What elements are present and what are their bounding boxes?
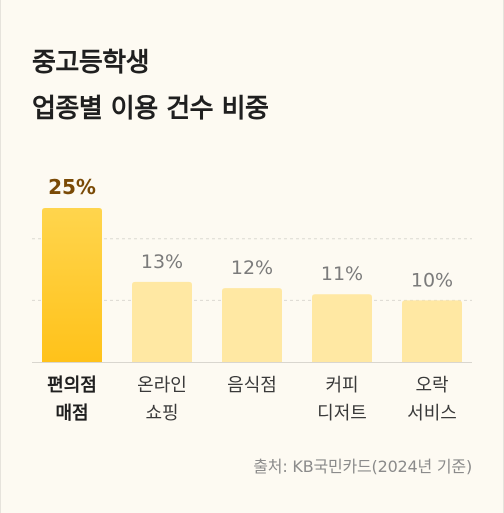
source-note: 출처: KB국민카드(2024년 기준) [253, 457, 472, 476]
value-label-1: 25% [48, 175, 96, 199]
bar-3 [222, 288, 282, 362]
chart-title-line-2: 업종별 이용 건수 비중 [32, 94, 269, 124]
value-label-5: 10% [411, 269, 453, 291]
bar-4 [312, 294, 372, 362]
value-label-2: 13% [141, 251, 183, 273]
bar-5 [402, 300, 462, 362]
category-label-5-line-2: 서비스 [407, 403, 457, 424]
category-label-2-line-2: 쇼핑 [145, 403, 178, 424]
category-label-3-line-1: 음식점 [227, 375, 277, 396]
category-label-5-line-1: 오락 [415, 375, 448, 396]
category-label-1-line-2: 매점 [55, 403, 88, 424]
category-label-1-line-1: 편의점 [47, 375, 97, 396]
bar-1 [42, 208, 102, 362]
category-label-4-line-2: 디저트 [317, 403, 367, 424]
chart-title-line-1: 중고등학생 [32, 48, 150, 78]
chart-title: 중고등학생 업종별 이용 건수 비중 [32, 40, 269, 132]
value-label-4: 11% [321, 263, 363, 285]
bar-2 [132, 281, 192, 362]
value-label-3: 12% [231, 257, 273, 279]
category-label-2-line-1: 온라인 [137, 375, 187, 396]
category-label-4-line-1: 커피 [325, 375, 358, 396]
